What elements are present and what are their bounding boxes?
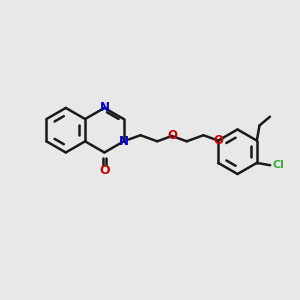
Text: Cl: Cl [272,160,284,170]
Text: O: O [99,164,110,177]
Text: O: O [167,130,177,142]
Text: N: N [99,101,110,114]
Text: O: O [213,134,223,147]
Text: N: N [119,135,129,148]
